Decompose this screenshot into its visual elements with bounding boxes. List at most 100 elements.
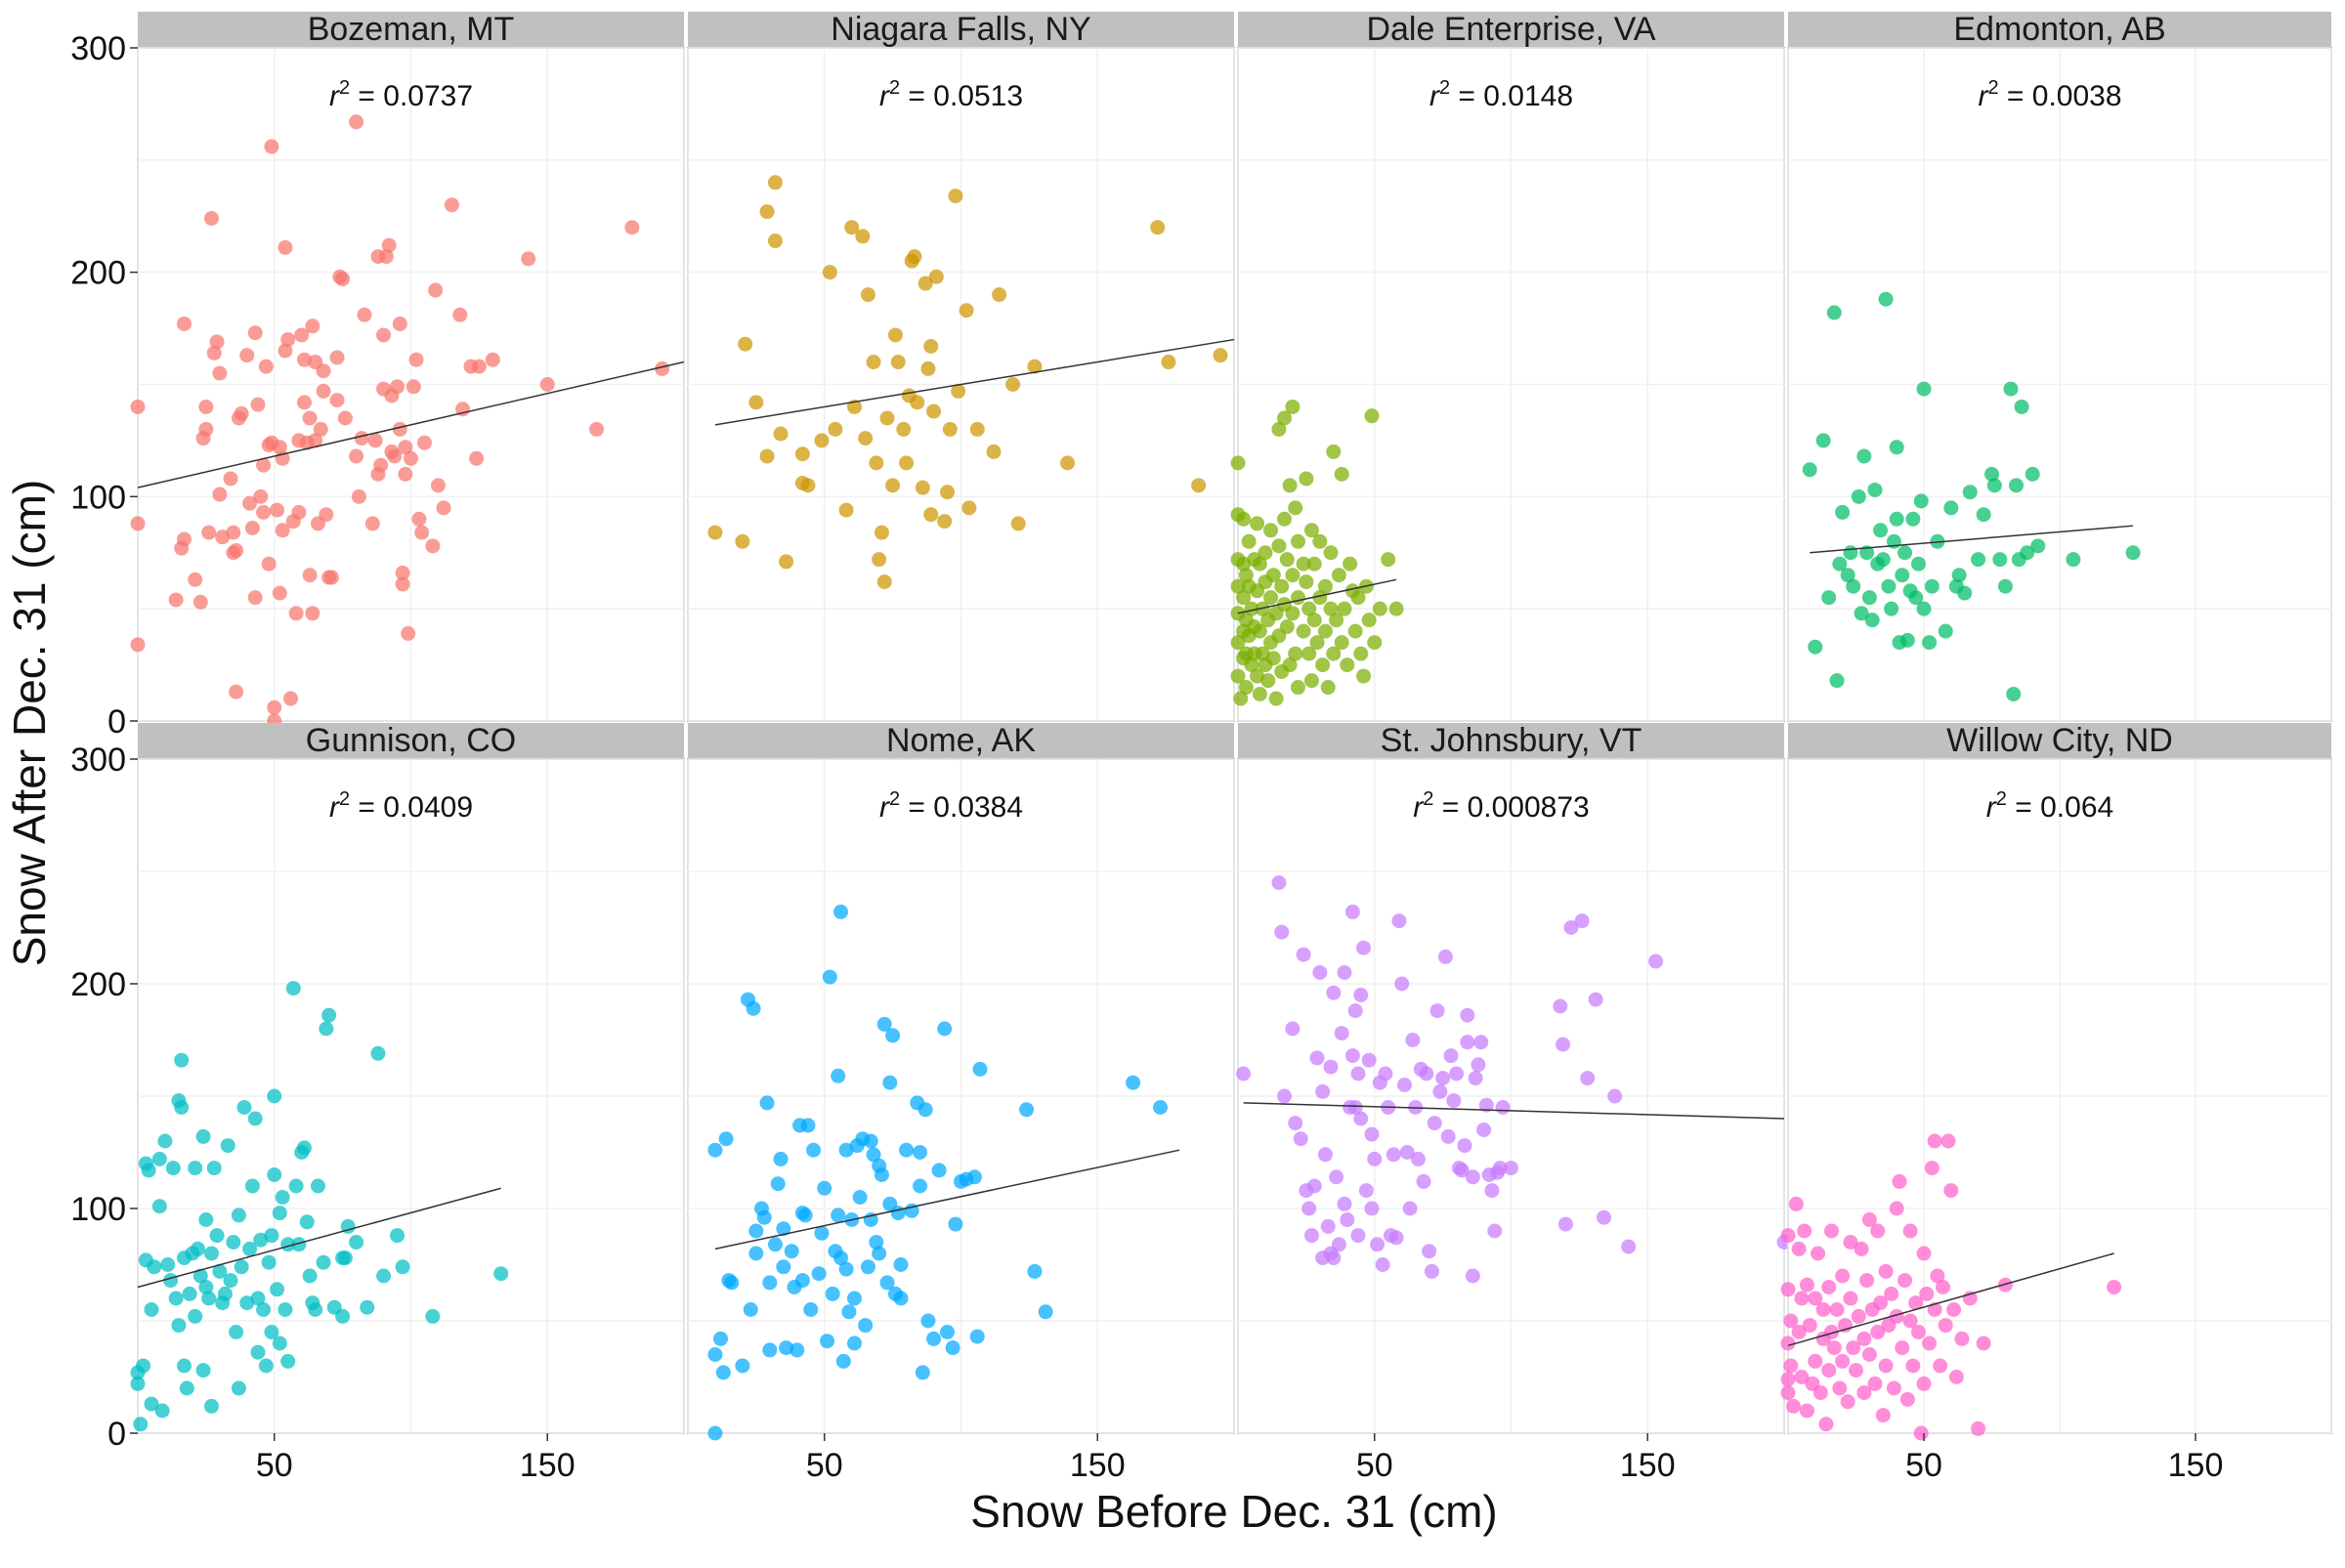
data-point [1919,1286,1935,1301]
r-squared-label: r2 = 0.0148 [1429,77,1573,112]
data-point [770,1176,786,1192]
data-point [890,355,906,370]
data-point [1889,1308,1904,1324]
data-point [1326,985,1342,1000]
data-point [244,520,260,535]
data-point [828,421,843,437]
data-point [1884,601,1899,616]
data-point [800,478,816,493]
data-point [319,1021,334,1037]
data-point [357,307,372,322]
data-point [858,1318,874,1334]
data-point [1924,1161,1940,1176]
data-point [794,1273,810,1289]
data-point [1832,556,1848,572]
data-point [1821,1280,1837,1294]
data-point [319,507,334,523]
data-point [1889,1201,1904,1216]
data-point [1331,568,1346,583]
data-point [258,359,274,374]
data-point [130,516,146,531]
data-point [1823,1325,1839,1339]
data-point [767,1237,783,1252]
data-point [1271,421,1287,437]
data-point [1913,1425,1929,1441]
data-point [1396,1078,1412,1092]
data-point [1957,585,1973,601]
data-point [841,1304,857,1320]
data-point [789,1342,805,1358]
data-point [1306,613,1322,628]
data-point [1301,646,1317,661]
data-point [1815,433,1831,448]
data-point [1478,1097,1494,1113]
data-point [1347,1100,1363,1115]
data-point [192,594,208,610]
data-point [1344,904,1360,919]
data-point [1840,568,1855,583]
data-point [1791,1325,1807,1339]
data-point [351,488,366,504]
data-point [212,365,228,381]
data-point [1364,408,1380,424]
data-point [915,1365,930,1380]
data-point [217,1286,233,1301]
data-point [1303,673,1319,689]
data-point [1265,568,1281,583]
data-point [1454,1163,1470,1178]
data-point [1282,657,1298,673]
data-point [313,421,328,437]
data-point [846,1291,862,1306]
data-point [759,1095,775,1111]
data-point [948,189,963,204]
data-point [177,316,192,331]
data-point [1370,1237,1386,1252]
data-point [493,1266,509,1282]
data-point [539,377,555,392]
data-point [1290,533,1305,549]
data-point [404,450,418,466]
data-point [715,1365,731,1380]
data-point [1802,462,1817,478]
data-point [2020,545,2035,561]
data-point [425,1308,441,1324]
data-point [1495,1100,1511,1115]
data-point [1962,485,1978,500]
data-point [1238,568,1254,583]
data-point [212,1263,228,1279]
data-point [1340,657,1355,673]
data-point [157,1133,173,1149]
data-point [1429,1003,1445,1019]
x-tick-label: 50 [1356,1447,1393,1484]
data-point [1386,1147,1401,1163]
data-point [800,1118,816,1133]
data-point [302,410,318,426]
data-point [1930,1268,1945,1284]
data-point [1263,590,1279,606]
data-point [1897,545,1913,561]
data-point [242,1241,258,1256]
data-point [855,229,871,244]
fit-line [137,360,685,488]
data-point [1303,523,1319,538]
data-point [1317,1147,1333,1163]
data-point [291,504,307,520]
data-point [767,175,783,191]
data-point [887,327,903,343]
data-point [1922,635,1938,651]
data-point [1621,1239,1637,1254]
data-point [748,395,764,410]
data-point [1252,623,1267,639]
data-point [1840,1394,1855,1410]
x-tick-label: 150 [1620,1447,1676,1484]
data-point [277,343,293,359]
data-point [229,542,244,558]
data-point [1449,1066,1465,1081]
data-point [1557,1216,1573,1232]
x-tick-label: 50 [1905,1447,1942,1484]
data-point [1899,1392,1915,1407]
data-point [1875,552,1891,568]
data-point [469,450,485,466]
data-point [1821,1363,1837,1378]
